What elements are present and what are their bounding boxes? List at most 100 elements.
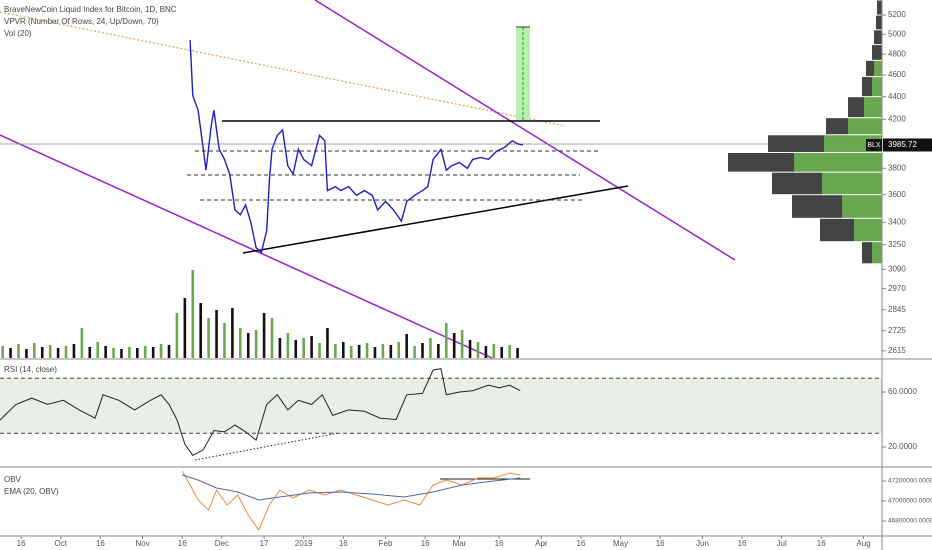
- volume-bar: [373, 347, 377, 358]
- x-tick-label: 16: [817, 539, 826, 548]
- volume-bar: [167, 345, 171, 358]
- profile-bar: [876, 15, 882, 30]
- volume-bar: [302, 338, 305, 358]
- x-tick-label: 16: [178, 539, 187, 548]
- volume-bar: [254, 330, 258, 358]
- volume-bar: [120, 349, 123, 358]
- legend-entry: OBV: [4, 475, 22, 484]
- x-tick-label: 16: [421, 539, 430, 548]
- volume-bar: [492, 344, 496, 358]
- y-tick-label: 4600: [888, 70, 906, 79]
- volume-bar: [136, 348, 139, 358]
- rsi-band-layer: [0, 377, 882, 434]
- x-tick-label: Nov: [135, 539, 149, 548]
- series-line: [182, 474, 521, 501]
- y-tick-label: 2725: [888, 326, 906, 335]
- support-line: [242, 185, 629, 254]
- volume-bar: [223, 323, 226, 358]
- x-tick-label: 16: [656, 539, 665, 548]
- y-tick-label: 4400: [888, 92, 906, 101]
- x-tick-label: Mar: [453, 539, 467, 548]
- y-tick-label: 3800: [888, 163, 906, 172]
- volume-bar: [175, 313, 179, 358]
- last-price-label: 3985.72: [888, 140, 917, 149]
- y-tick-label: 5000: [888, 29, 906, 38]
- y-tick-label: 2615: [888, 346, 906, 355]
- volume-bar: [294, 340, 298, 358]
- symbol-tag-bg: [866, 138, 882, 151]
- y-tick-label: 5200: [888, 10, 906, 19]
- volume-bar: [25, 349, 28, 358]
- x-tick-label: Dec: [215, 539, 229, 548]
- y-tick-label: 2970: [888, 284, 906, 293]
- x-tick-label: May: [613, 539, 628, 548]
- profile-bar: [864, 97, 882, 118]
- series-line: [181, 470, 521, 532]
- volume-bar: [143, 346, 147, 358]
- profile-bar: [874, 60, 882, 77]
- volume-bar: [64, 346, 68, 358]
- volume-bar: [286, 333, 290, 358]
- volume-bar: [40, 347, 44, 358]
- profile-bar: [872, 45, 882, 60]
- volume-bar: [310, 336, 313, 358]
- volume-bar: [17, 344, 20, 358]
- volume-bar: [484, 346, 488, 358]
- volume-bar: [239, 328, 242, 358]
- profile-bar: [877, 0, 882, 15]
- last-price-tag: BLX 3985.72: [866, 138, 932, 152]
- volume-bar: [278, 338, 282, 358]
- x-tick-label: Aug: [856, 539, 870, 548]
- volume-bar: [215, 310, 218, 358]
- x-tick-label: 16: [738, 539, 747, 548]
- volume-bar: [381, 344, 385, 358]
- volume-bar: [405, 334, 408, 358]
- volume-bar: [349, 346, 353, 358]
- profile-bar: [874, 30, 882, 45]
- volume-bar: [444, 323, 448, 358]
- y-tick-label: 3090: [888, 264, 906, 273]
- series-line: [0, 368, 521, 456]
- y-tick-label: 20.0000: [888, 442, 917, 451]
- profile-bar: [842, 195, 882, 218]
- volume-bar: [421, 343, 424, 358]
- rsi-band: [0, 378, 882, 434]
- volume-bar: [128, 347, 131, 358]
- volume-bar: [1, 346, 4, 358]
- x-tick-label: Jun: [696, 539, 709, 548]
- volume-bar: [357, 345, 361, 358]
- y-tick-label: 47000000.0000: [888, 498, 932, 505]
- volume-bar: [334, 344, 337, 358]
- volume-bar: [341, 342, 345, 358]
- volume-bar: [80, 328, 84, 358]
- volume-bar: [207, 318, 210, 358]
- profile-bar: [772, 172, 822, 195]
- drawings: [0, 0, 882, 480]
- series-line: [189, 40, 524, 254]
- legend-entry: EMA (20, OBV): [4, 487, 59, 496]
- volume-bar: [9, 348, 12, 358]
- volume-bar: [500, 347, 504, 358]
- y-tick-label: 4200: [888, 115, 906, 124]
- volume-bar: [516, 348, 519, 358]
- volume-bar: [33, 343, 36, 358]
- volume-bar: [476, 342, 480, 358]
- profile-bar: [848, 118, 882, 135]
- volume-bar: [48, 345, 52, 358]
- profile-bar: [862, 77, 872, 97]
- symbol-tag: BLX: [867, 142, 881, 149]
- profile-bar: [848, 97, 864, 118]
- x-tick-label: Feb: [379, 539, 393, 548]
- volume-bar: [389, 345, 393, 358]
- volume-bar: [112, 348, 115, 358]
- rsi-title: RSI (14, close): [4, 365, 57, 374]
- x-tick-label: 2019: [295, 539, 313, 548]
- y-tick-label: 3400: [888, 218, 906, 227]
- symbol-title: BraveNewCoin Liquid Index for Bitcoin, 1…: [4, 5, 177, 14]
- x-tick-label: 16: [495, 539, 504, 548]
- volume-bar: [72, 344, 76, 358]
- x-tick-label: 16: [96, 539, 105, 548]
- y-tick-label: 46800000.0000: [888, 518, 932, 525]
